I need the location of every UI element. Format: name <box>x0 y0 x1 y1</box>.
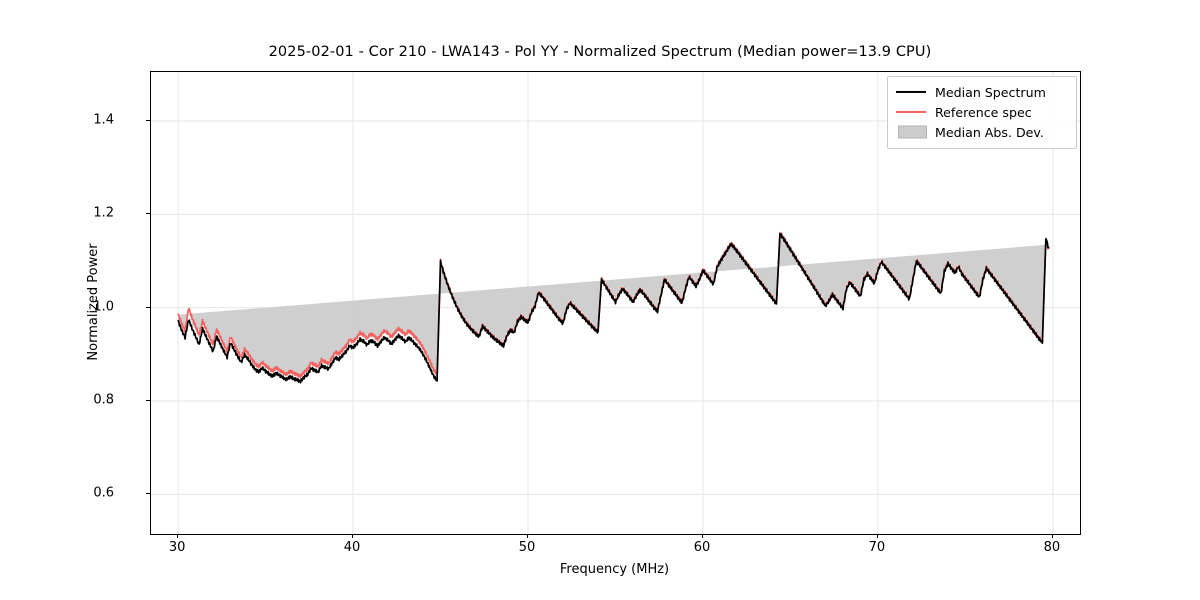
legend-key-line-icon <box>896 105 926 119</box>
plot-area <box>151 72 1080 534</box>
y-axis-label: Normalized Power <box>86 243 101 361</box>
chart-title: 2025-02-01 - Cor 210 - LWA143 - Pol YY -… <box>268 44 932 60</box>
mad-band-area <box>178 231 1049 377</box>
spectrum-plot-svg <box>151 72 1080 534</box>
x-axis-label: Frequency (MHz) <box>559 562 670 577</box>
x-tick-mark <box>701 534 704 538</box>
y-tick-mark <box>146 120 150 122</box>
legend-item-reference-spec[interactable]: Reference spec <box>896 102 1068 122</box>
y-tick-label: 0.6 <box>93 485 114 501</box>
chart-legend[interactable]: Median Spectrum Reference spec Median Ab… <box>887 76 1077 149</box>
legend-item-median-spectrum[interactable]: Median Spectrum <box>896 82 1068 102</box>
legend-label: Median Abs. Dev. <box>935 124 1044 140</box>
x-tick-mark <box>876 534 879 538</box>
x-tick-label: 80 <box>1043 540 1061 555</box>
y-tick-label: 1.0 <box>93 299 114 315</box>
y-tick-label: 1.4 <box>93 112 114 128</box>
median-spectrum-line <box>177 232 1050 384</box>
x-tick-mark <box>1051 534 1054 538</box>
y-tick-label: 0.8 <box>93 392 114 408</box>
legend-label: Reference spec <box>935 104 1032 120</box>
legend-label: Median Spectrum <box>935 84 1046 100</box>
legend-key-patch-icon <box>896 125 927 139</box>
x-tick-mark <box>352 534 354 538</box>
y-tick-mark <box>146 306 150 308</box>
x-tick-label: 60 <box>693 540 711 555</box>
x-tick-mark <box>177 534 179 538</box>
x-tick-label: 50 <box>518 540 536 555</box>
y-tick-label: 1.2 <box>93 205 114 221</box>
y-tick-mark <box>146 493 150 495</box>
y-tick-mark <box>146 213 150 215</box>
y-tick-mark <box>146 400 150 402</box>
x-tick-label: 70 <box>868 540 886 555</box>
x-tick-mark <box>527 534 529 538</box>
legend-key-line-icon <box>896 85 926 99</box>
x-tick-label: 40 <box>343 540 361 555</box>
x-tick-label: 30 <box>168 540 186 555</box>
legend-item-median-abs-dev[interactable]: Median Abs. Dev. <box>896 122 1068 142</box>
